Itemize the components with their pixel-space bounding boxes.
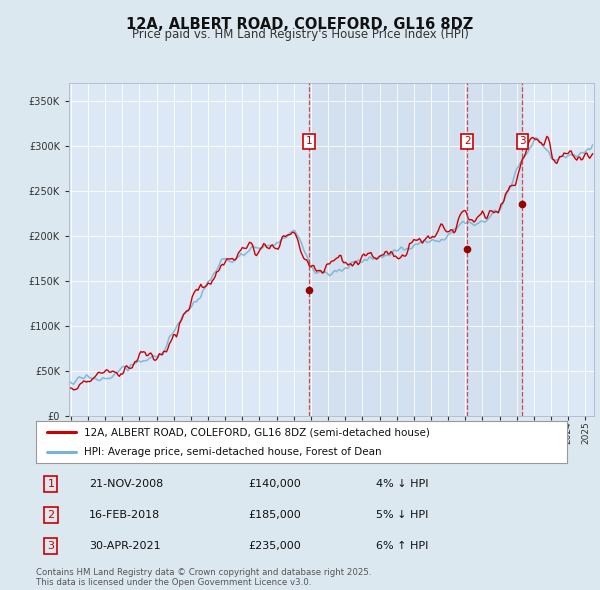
Text: 1: 1 (47, 478, 55, 489)
Text: 12A, ALBERT ROAD, COLEFORD, GL16 8DZ (semi-detached house): 12A, ALBERT ROAD, COLEFORD, GL16 8DZ (se… (84, 427, 430, 437)
Text: 2: 2 (47, 510, 55, 520)
Text: 21-NOV-2008: 21-NOV-2008 (89, 478, 163, 489)
Text: 3: 3 (47, 541, 55, 551)
Text: 6% ↑ HPI: 6% ↑ HPI (376, 541, 428, 551)
Text: 12A, ALBERT ROAD, COLEFORD, GL16 8DZ: 12A, ALBERT ROAD, COLEFORD, GL16 8DZ (127, 17, 473, 31)
Text: 4% ↓ HPI: 4% ↓ HPI (376, 478, 428, 489)
Text: 30-APR-2021: 30-APR-2021 (89, 541, 161, 551)
Text: 2: 2 (464, 136, 470, 146)
Text: 5% ↓ HPI: 5% ↓ HPI (376, 510, 428, 520)
Bar (309, 83, 523, 416)
Text: 1: 1 (305, 136, 312, 146)
Text: 3: 3 (519, 136, 526, 146)
Text: HPI: Average price, semi-detached house, Forest of Dean: HPI: Average price, semi-detached house,… (84, 447, 382, 457)
Text: £235,000: £235,000 (248, 541, 301, 551)
Text: 16-FEB-2018: 16-FEB-2018 (89, 510, 160, 520)
Text: Price paid vs. HM Land Registry's House Price Index (HPI): Price paid vs. HM Land Registry's House … (131, 28, 469, 41)
Text: £185,000: £185,000 (248, 510, 301, 520)
Text: £140,000: £140,000 (248, 478, 301, 489)
Text: Contains HM Land Registry data © Crown copyright and database right 2025.
This d: Contains HM Land Registry data © Crown c… (36, 568, 371, 587)
